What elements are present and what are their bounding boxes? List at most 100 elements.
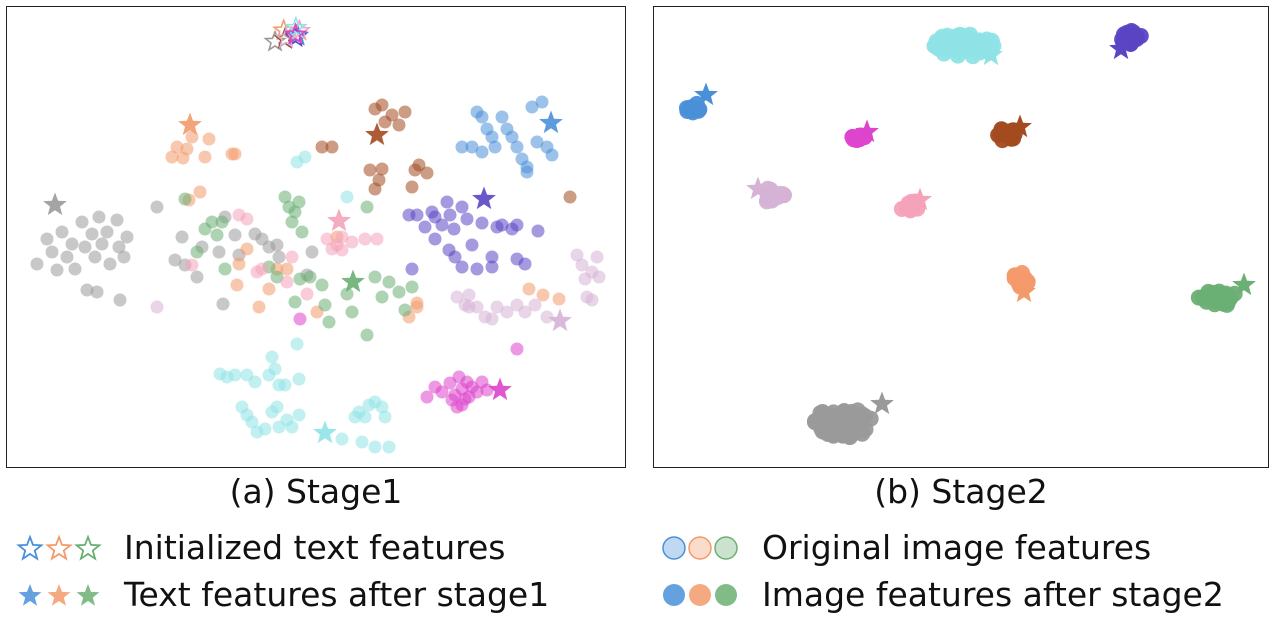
orange-point [410, 300, 424, 314]
magenta-text-star [855, 119, 879, 143]
green-point [340, 287, 354, 301]
lavender-point [518, 305, 532, 319]
lavender-text-star [746, 176, 770, 200]
blue-point [530, 135, 544, 149]
lavender-point [462, 300, 476, 314]
purple-point [447, 222, 461, 236]
green-point [318, 298, 332, 312]
cyan-point [248, 375, 262, 389]
brown-point [363, 163, 377, 177]
blue-point [475, 145, 489, 159]
gray-point [103, 257, 117, 271]
blue-star-icon [16, 533, 44, 561]
magenta-point [420, 390, 434, 404]
pink-point [255, 262, 269, 276]
lavender-point [570, 248, 584, 262]
purple-point [531, 224, 545, 238]
blue-circle-icon [663, 583, 685, 606]
purple-point [510, 218, 524, 232]
purple-point [518, 257, 532, 271]
lavender-point [485, 312, 499, 326]
orange-star-icon [45, 533, 73, 561]
gray-point [45, 245, 59, 259]
blue-point [488, 140, 502, 154]
purple-point [495, 218, 509, 232]
brown-point [420, 166, 434, 180]
green-point [315, 278, 329, 292]
stage1-scatter [30, 15, 606, 454]
legend-image-after-stage2: Image features after stage2 [660, 575, 1224, 614]
light-circle-icons [662, 535, 738, 560]
gray-point [68, 262, 82, 276]
gray-point [55, 225, 69, 239]
lavender-point [500, 305, 514, 319]
pink-text-star [908, 187, 932, 211]
green-point [375, 290, 389, 304]
purple-point [418, 220, 432, 234]
blue-point [520, 160, 534, 174]
gray-point [862, 410, 879, 427]
green-point [398, 303, 412, 317]
green-point [270, 270, 284, 284]
gray-point [852, 422, 869, 439]
green-point [210, 228, 224, 242]
purple-point [460, 212, 474, 226]
pink-text-star [327, 208, 351, 232]
purple-point [410, 208, 424, 222]
green-point [303, 270, 317, 284]
magenta-initialized-star [283, 22, 308, 45]
green-point [215, 215, 229, 229]
blue-point [485, 130, 499, 144]
orange-point [165, 150, 179, 164]
blue-point [465, 140, 479, 154]
legend-label: Text features after stage1 [124, 575, 550, 614]
cyan-point [340, 190, 354, 204]
magenta-text-star [488, 377, 512, 401]
green-point [1220, 293, 1237, 310]
gray-point [270, 238, 284, 252]
brown-point [398, 105, 412, 119]
gray-point [90, 285, 104, 299]
cyan-point [355, 435, 369, 449]
blue-point [475, 110, 489, 124]
lavender-point [528, 298, 542, 312]
gray-point [117, 250, 131, 264]
brown-text-star [365, 122, 389, 146]
purple-text-star [1109, 36, 1133, 60]
gray-point [100, 225, 114, 239]
orange-point [262, 282, 276, 296]
orange-point [202, 132, 216, 146]
brown-point [385, 108, 399, 122]
gray-point [113, 293, 127, 307]
cyan-point [228, 368, 242, 382]
orange-point [180, 142, 194, 156]
brown-point [325, 140, 339, 154]
orange-point [170, 140, 184, 154]
green-point [190, 245, 204, 259]
pink-point [320, 232, 334, 246]
green-point [205, 215, 219, 229]
magenta-point [510, 342, 524, 356]
cyan-text-star [313, 420, 337, 444]
magenta-point [462, 390, 476, 404]
lavender-point [490, 300, 504, 314]
gray-point [807, 414, 824, 431]
blue-point [495, 110, 509, 124]
green-point [295, 225, 309, 239]
green-point [293, 272, 307, 286]
cyan-point [298, 150, 312, 164]
gray-point [150, 200, 164, 214]
green-point [322, 315, 336, 329]
purple-point [448, 250, 462, 264]
legend-text-after-stage1: Text features after stage1 [16, 575, 549, 614]
purple-point [443, 208, 457, 222]
lavender-point [462, 288, 476, 302]
pink-point [280, 275, 294, 289]
orange-star-icon [47, 583, 71, 606]
cyan-point [245, 415, 259, 429]
lavender-point [592, 270, 606, 284]
orange-circle-icon [688, 535, 712, 560]
green-point [288, 205, 302, 219]
brown-text-star [1008, 114, 1032, 138]
gray-point [305, 245, 319, 259]
